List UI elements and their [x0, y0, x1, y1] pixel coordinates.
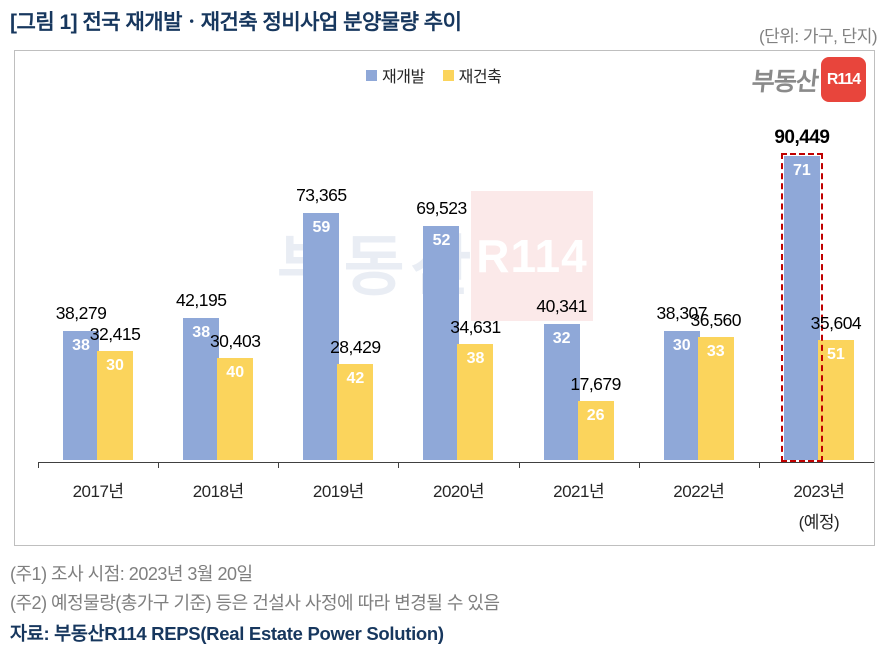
bar-redevelopment [783, 156, 820, 460]
x-axis-label: 2021년 [553, 482, 605, 501]
redevelopment-swatch-icon [366, 69, 377, 81]
figure-title: [그림 1] 전국 재개발ㆍ재건축 정비사업 분양물량 추이 [10, 11, 462, 34]
unit-label: (단위: 가구, 단지) [758, 27, 878, 46]
bar-value-label: 35,604 [810, 313, 862, 333]
footnote-1: (주1) 조사 시점: 2023년 3월 20일 [10, 564, 253, 584]
chart-legend: 재개발 재건축 [366, 63, 502, 87]
legend-label: 재개발 [382, 69, 425, 86]
watermark-badge: R114 [471, 191, 593, 321]
bar-reconstruction [337, 364, 374, 460]
bar-value-label: 17,679 [570, 374, 621, 394]
bar-value-label: 40,341 [536, 296, 587, 316]
axis-tick [518, 462, 520, 468]
bar-reconstruction [697, 337, 734, 460]
bar-redevelopment [423, 226, 460, 460]
bar-value-label: 28,429 [330, 337, 381, 357]
bar-redevelopment [543, 324, 580, 460]
x-axis-label: 2018년 [192, 482, 244, 501]
bar-count-label: 32 [552, 330, 571, 347]
axis-tick [638, 462, 640, 468]
bar-value-label: 36,560 [690, 310, 742, 330]
legend-label: 재건축 [458, 69, 502, 86]
bar-value-label: 30,403 [209, 331, 261, 351]
bar-count-label: 38 [72, 337, 90, 354]
bar-count-label: 59 [312, 219, 331, 236]
bar-reconstruction [577, 401, 614, 460]
x-axis-label: 2023년 [793, 482, 845, 501]
x-axis-label: 2020년 [433, 482, 484, 501]
bar-value-label: 32,415 [89, 324, 141, 344]
bar-value-label: 38,279 [55, 303, 107, 323]
x-axis-label: 2022년 [673, 482, 725, 501]
x-axis-label: 2019년 [312, 482, 364, 501]
bar-value-label: 90,449 [774, 127, 830, 148]
bar-count-label: 38 [192, 324, 211, 341]
r114-logo-text: 부동산 [750, 67, 820, 96]
bar-count-label: 38 [466, 350, 485, 367]
bar-value-label: 34,631 [450, 317, 501, 337]
x-axis-label: 2017년 [72, 482, 124, 501]
bar-count-label: 30 [672, 337, 691, 354]
bar-count-label: 51 [827, 346, 845, 363]
bar-reconstruction [217, 358, 254, 460]
bar-reconstruction [97, 351, 134, 460]
r114-logo-badge: R114 [821, 57, 866, 102]
highlight-outline [780, 153, 823, 462]
bar-reconstruction [457, 344, 494, 460]
chart-area: 재개발 재건축 부동산 R114 부동산 R114 38 30 38,279 32,4… [14, 50, 875, 546]
bar-value-label: 38,307 [656, 303, 708, 323]
bar-redevelopment [183, 318, 220, 460]
bar-count-label: 71 [793, 162, 811, 179]
bar-count-label: 33 [706, 343, 725, 360]
bar-count-label: 30 [106, 357, 124, 374]
bar-count-label: 26 [586, 407, 605, 424]
reconstruction-swatch-icon [442, 69, 454, 81]
r114-logo: 부동산 R114 [750, 57, 866, 102]
x-axis-line [38, 462, 874, 463]
axis-tick [38, 462, 39, 468]
bar-count-label: 42 [346, 370, 365, 387]
bar-redevelopment [663, 331, 700, 460]
bar-redevelopment [303, 213, 340, 460]
bar-count-label: 40 [226, 364, 245, 381]
bar-value-label: 42,195 [175, 290, 227, 310]
legend-item-reconstruction: 재건축 [442, 63, 502, 87]
bar-redevelopment [63, 331, 100, 460]
bar-count-label: 52 [432, 232, 451, 249]
axis-tick [158, 462, 160, 468]
axis-tick [758, 462, 760, 468]
bar-value-label: 73,365 [296, 185, 347, 205]
source-line: 자료: 부동산R114 REPS(Real Estate Power Solut… [10, 623, 444, 644]
axis-tick [398, 462, 400, 468]
x-axis-label-note: (예정) [798, 513, 840, 532]
bar-value-label: 69,523 [416, 198, 467, 218]
legend-item-redevelopment: 재개발 [366, 63, 425, 87]
axis-tick [278, 462, 280, 468]
bar-reconstruction [817, 340, 854, 460]
footnote-2: (주2) 예정물량(총가구 기준) 등은 건설사 사정에 따라 변경될 수 있음 [10, 593, 500, 613]
